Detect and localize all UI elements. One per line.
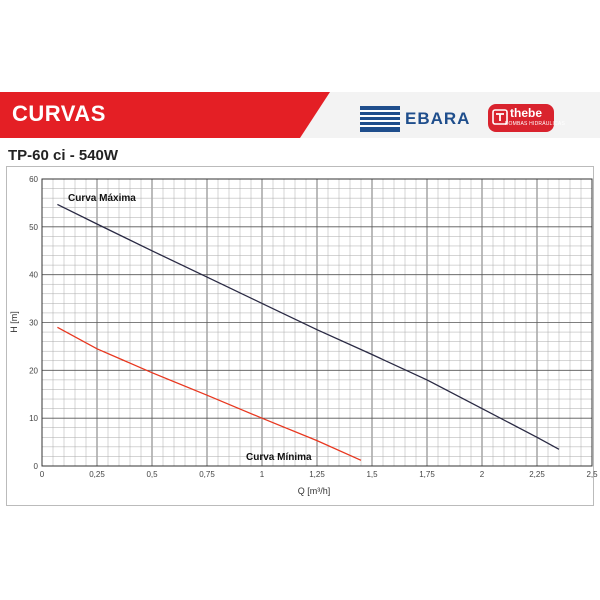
title-ribbon — [0, 92, 330, 138]
x-tick-label: 1 — [260, 470, 265, 479]
series-line-0 — [57, 203, 560, 450]
model-label: TP-60 ci - 540W — [8, 147, 119, 164]
x-tick-label: 2 — [480, 470, 485, 479]
plot-area-border — [41, 178, 593, 467]
y-tick-label: 0 — [34, 462, 39, 471]
chart-frame — [6, 166, 594, 506]
x-tick-label: 1,75 — [419, 470, 435, 479]
y-tick-label: 50 — [29, 223, 38, 232]
x-tick-label: 1,25 — [309, 470, 325, 479]
thebe-brand: thebe — [510, 106, 543, 120]
x-axis-label: Q [m³/h] — [298, 486, 331, 496]
thebe-brand-subtitle: BOMBAS HIDRÁULICAS — [505, 121, 566, 127]
x-tick-label: 2,25 — [529, 470, 545, 479]
ebara-logo-icon — [360, 106, 400, 132]
y-tick-label: 10 — [29, 414, 38, 423]
y-tick-label: 20 — [29, 366, 38, 375]
page-title: CURVAS — [12, 101, 106, 126]
y-axis-label: H [m] — [9, 311, 19, 333]
y-axis-ticks: 0 10 20 30 40 50 60 — [29, 175, 38, 471]
y-tick-label: 60 — [29, 175, 38, 184]
x-tick-label: 0,5 — [146, 470, 158, 479]
x-tick-label: 2,5 — [586, 470, 598, 479]
y-tick-label: 30 — [29, 319, 38, 328]
x-tick-label: 0,75 — [199, 470, 215, 479]
y-tick-label: 40 — [29, 271, 38, 280]
thebe-logo-icon — [488, 104, 554, 132]
grid-lines — [41, 178, 593, 467]
x-axis-ticks: 0 0,25 0,5 0,75 1 1,25 1,5 1,75 2 2,25 2,5 — [40, 470, 598, 479]
series-line-1 — [57, 326, 362, 461]
thebe-mark-icon — [492, 109, 508, 125]
ebara-brand: EBARA — [405, 109, 471, 128]
series-label-max: Curva Máxima — [68, 193, 136, 204]
x-tick-label: 0,25 — [89, 470, 105, 479]
x-tick-label: 0 — [40, 470, 45, 479]
series-group — [57, 203, 560, 461]
x-tick-label: 1,5 — [366, 470, 378, 479]
series-label-min: Curva Mínima — [246, 452, 312, 463]
